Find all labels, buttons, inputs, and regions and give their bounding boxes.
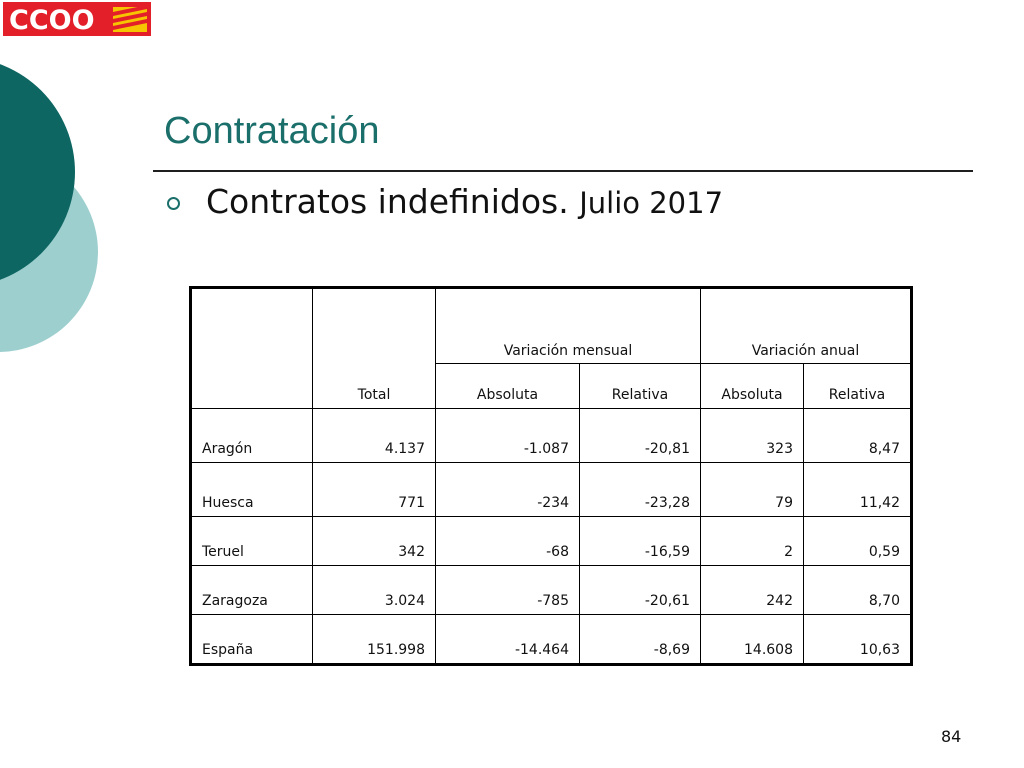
cell-mensual-relativa: -23,28 bbox=[579, 462, 701, 517]
cell-mensual-relativa: -20,81 bbox=[579, 408, 701, 463]
cell-total: 342 bbox=[312, 516, 436, 566]
table-row: Huesca 771 -234 -23,28 79 11,42 bbox=[190, 462, 912, 517]
cell-anual-relativa: 0,59 bbox=[803, 516, 912, 566]
contracts-table: Total Variación mensual Variación anual … bbox=[189, 286, 913, 666]
cell-anual-relativa: 8,70 bbox=[803, 565, 912, 615]
bullet-text: Contratos indefinidos. Julio 2017 bbox=[206, 182, 723, 221]
row-label: Teruel bbox=[190, 516, 313, 566]
cell-mensual-absoluta: -1.087 bbox=[435, 408, 580, 463]
title-divider bbox=[153, 170, 973, 172]
bullet-date-text: Julio 2017 bbox=[579, 186, 724, 220]
cell-anual-absoluta: 14.608 bbox=[700, 614, 804, 665]
page-number: 84 bbox=[941, 727, 962, 746]
cell-mensual-absoluta: -785 bbox=[435, 565, 580, 615]
cell-anual-absoluta: 242 bbox=[700, 565, 804, 615]
table-row: España 151.998 -14.464 -8,69 14.608 10,6… bbox=[190, 614, 912, 665]
cell-mensual-absoluta: -68 bbox=[435, 516, 580, 566]
table-row: Zaragoza 3.024 -785 -20,61 242 8,70 bbox=[190, 565, 912, 615]
header-empty-cell bbox=[190, 287, 313, 409]
cell-anual-relativa: 8,47 bbox=[803, 408, 912, 463]
header-variacion-anual: Variación anual bbox=[700, 287, 912, 364]
header-anual-absoluta: Absoluta bbox=[700, 363, 804, 409]
header-anual-relativa: Relativa bbox=[803, 363, 912, 409]
table-header-row-sub: Absoluta Relativa Absoluta Relativa bbox=[191, 363, 912, 409]
cell-mensual-absoluta: -234 bbox=[435, 462, 580, 517]
decorative-circles bbox=[0, 64, 98, 352]
cell-mensual-relativa: -20,61 bbox=[579, 565, 701, 615]
aragon-flag-icon bbox=[113, 5, 147, 32]
slide-title: Contratación bbox=[164, 110, 380, 152]
dark-teal-circle bbox=[0, 64, 75, 280]
row-label: Aragón bbox=[190, 408, 313, 463]
cell-mensual-absoluta: -14.464 bbox=[435, 614, 580, 665]
cell-total: 771 bbox=[312, 462, 436, 517]
logo-text: CCOO bbox=[9, 5, 95, 36]
cell-total: 151.998 bbox=[312, 614, 436, 665]
row-label: Zaragoza bbox=[190, 565, 313, 615]
table-row: Teruel 342 -68 -16,59 2 0,59 bbox=[190, 516, 912, 566]
header-mensual-absoluta: Absoluta bbox=[435, 363, 580, 409]
header-total: Total bbox=[312, 287, 436, 409]
cell-anual-absoluta: 2 bbox=[700, 516, 804, 566]
row-label: España bbox=[190, 614, 313, 665]
cell-mensual-relativa: -16,59 bbox=[579, 516, 701, 566]
table-header-row-groups: Total Variación mensual Variación anual bbox=[190, 287, 912, 409]
cell-anual-absoluta: 323 bbox=[700, 408, 804, 463]
table-row: Aragón 4.137 -1.087 -20,81 323 8,47 bbox=[190, 408, 912, 463]
header-variacion-mensual: Variación mensual bbox=[435, 287, 701, 364]
row-label: Huesca bbox=[190, 462, 313, 517]
cell-anual-relativa: 10,63 bbox=[803, 614, 912, 665]
header-mensual-relativa: Relativa bbox=[579, 363, 701, 409]
cell-mensual-relativa: -8,69 bbox=[579, 614, 701, 665]
ccoo-logo: CCOO bbox=[3, 2, 151, 36]
bullet-main-text: Contratos indefinidos. bbox=[206, 182, 569, 221]
cell-total: 4.137 bbox=[312, 408, 436, 463]
cell-anual-relativa: 11,42 bbox=[803, 462, 912, 517]
cell-total: 3.024 bbox=[312, 565, 436, 615]
hollow-circle-bullet-icon bbox=[167, 197, 180, 210]
cell-anual-absoluta: 79 bbox=[700, 462, 804, 517]
